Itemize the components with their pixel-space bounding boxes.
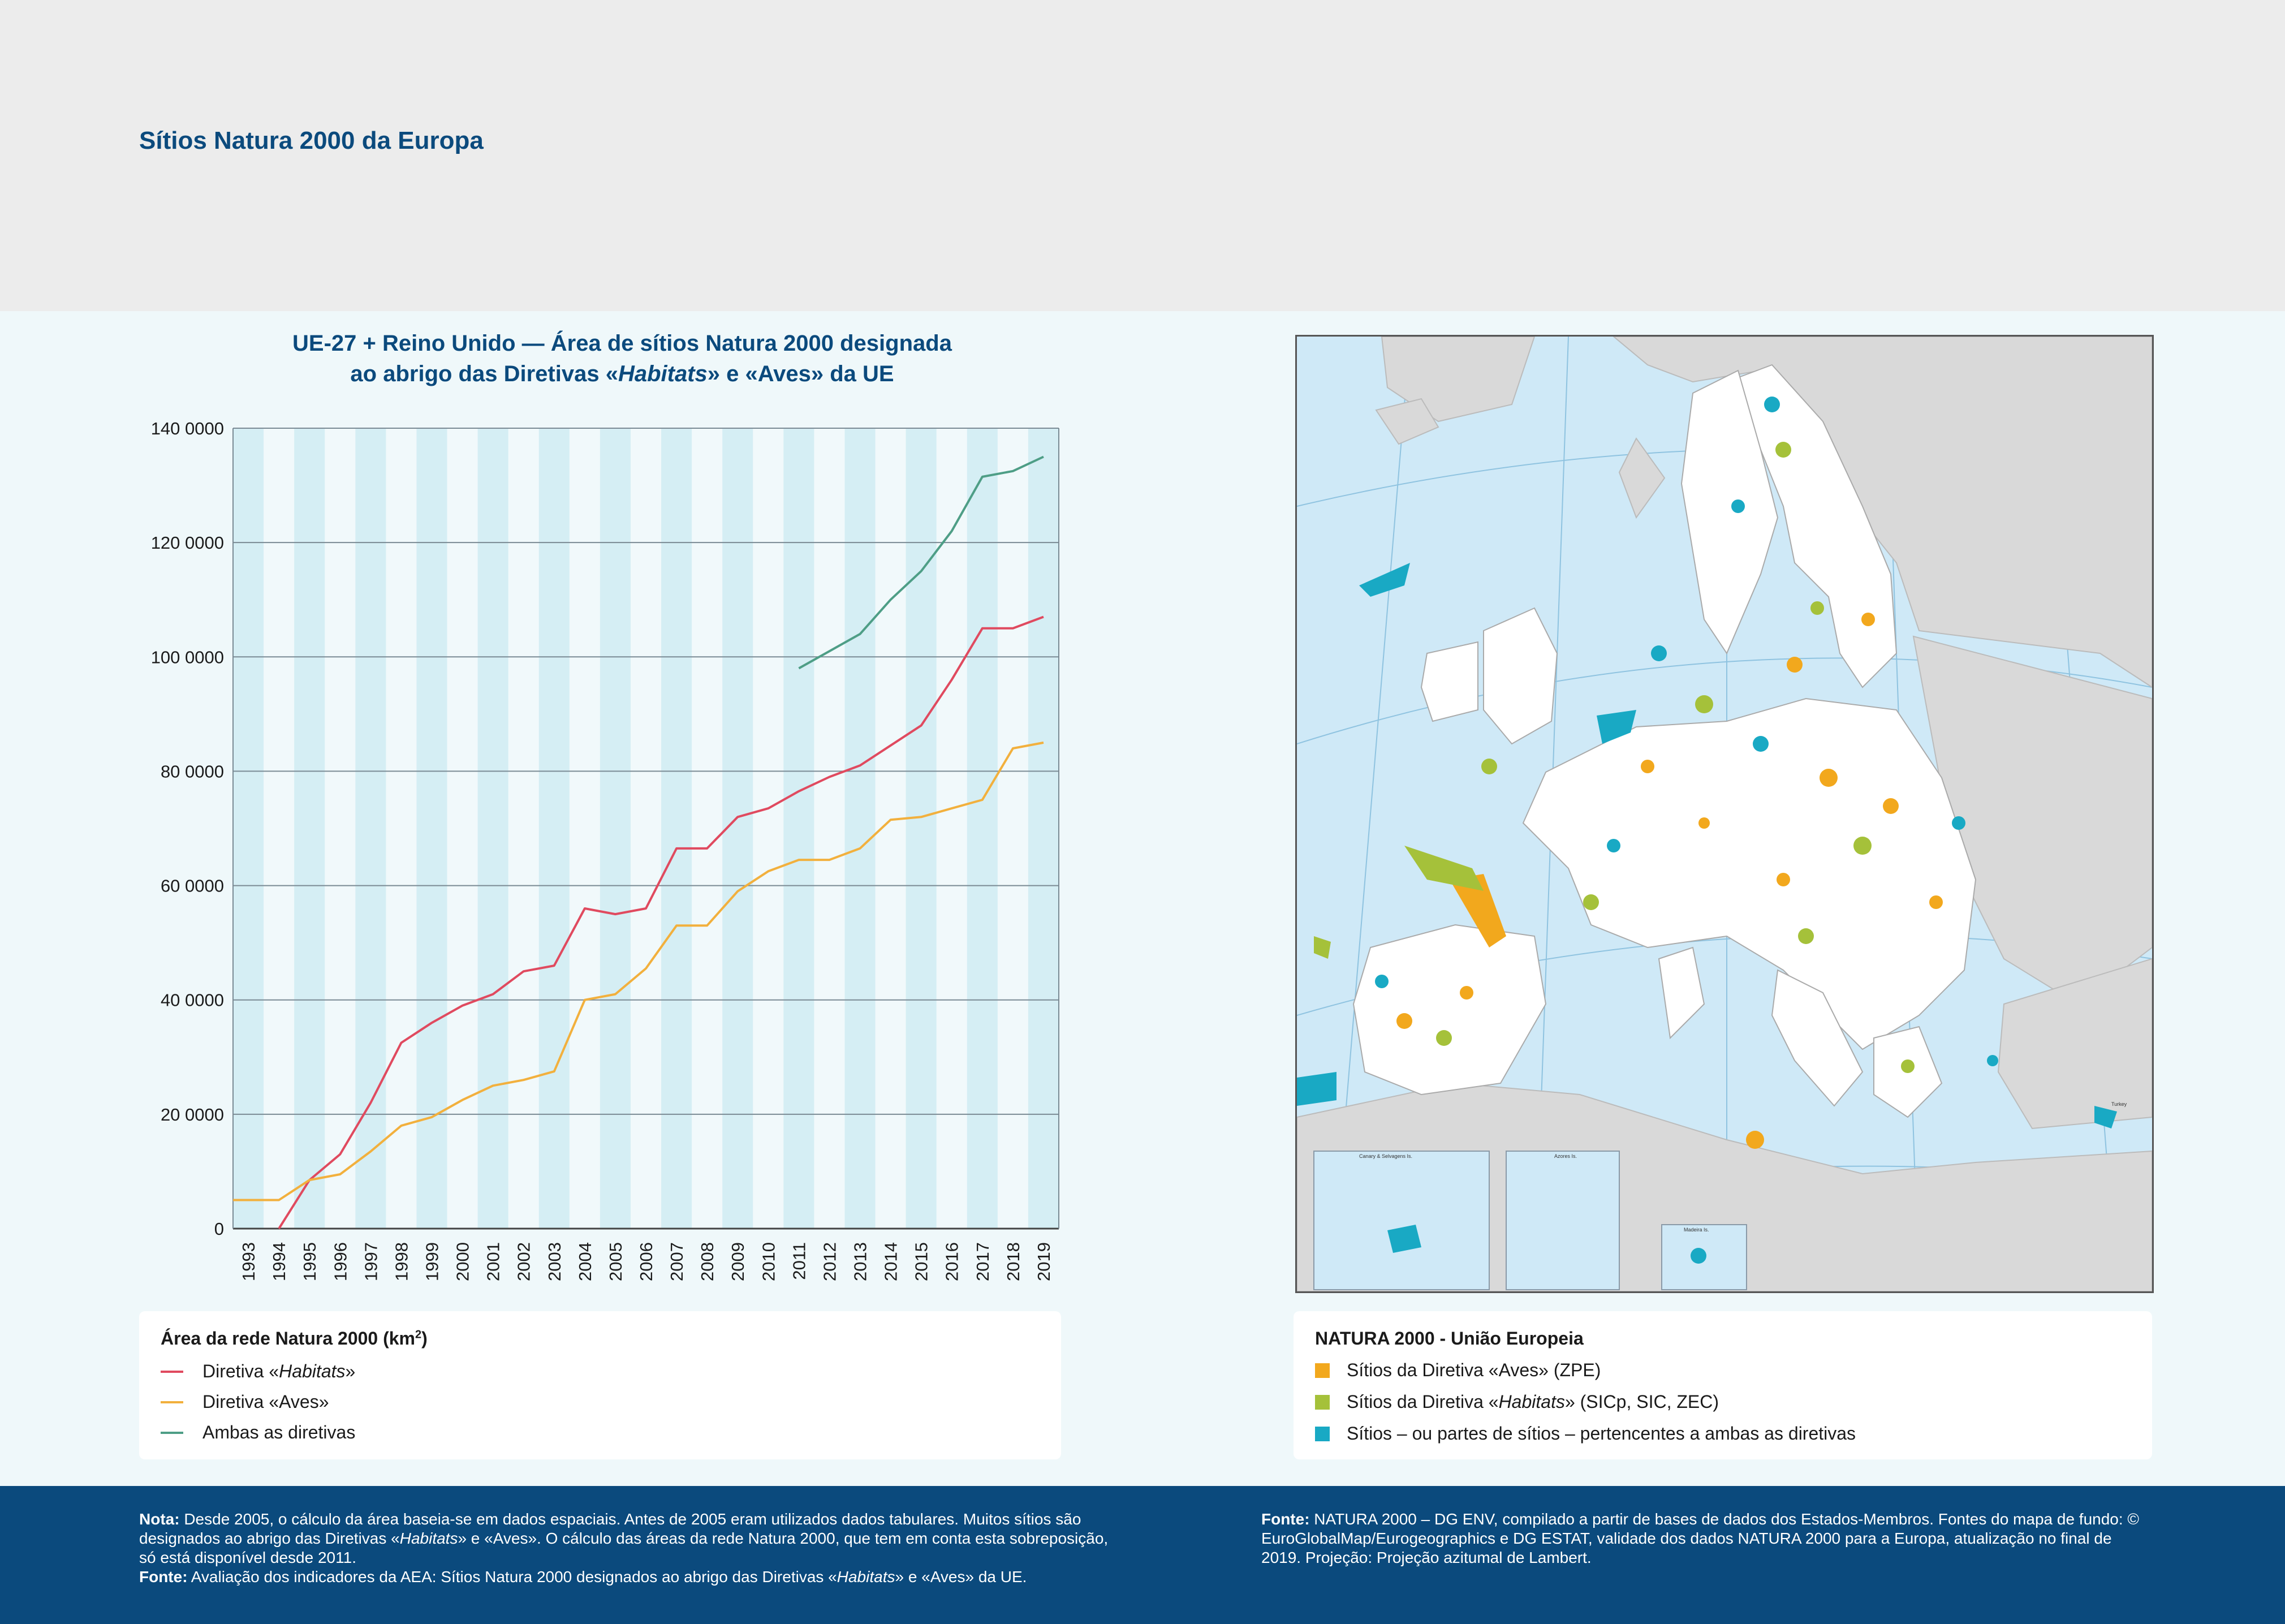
x-tick-label: 2004 <box>575 1242 595 1281</box>
y-tick-label: 120 0000 <box>151 533 224 553</box>
x-tick-label: 2007 <box>667 1242 687 1281</box>
series-line-1 <box>233 741 1044 1201</box>
series-line-2 <box>798 455 1044 670</box>
x-tick-label: 1998 <box>391 1242 411 1281</box>
x-tick-label: 1996 <box>330 1242 350 1281</box>
chart-column-bands <box>233 428 1059 1229</box>
x-tick-label: 1993 <box>239 1242 258 1281</box>
x-tick-label: 1994 <box>269 1242 289 1281</box>
column-band <box>538 428 570 1229</box>
x-tick-label: 2019 <box>1034 1242 1054 1281</box>
x-tick-label: 1999 <box>422 1242 442 1281</box>
x-axis-tick-labels: 1993 1994 1995 1996 1997 1998 1999 2000 2001 2002… <box>239 1242 1054 1281</box>
page-title: Sítios Natura 2000 da Europa <box>139 127 484 154</box>
natura-sites-birds <box>1396 613 1943 1149</box>
x-tick-label: 2002 <box>514 1242 534 1281</box>
x-tick-label: 1997 <box>361 1242 381 1281</box>
map-insets <box>1313 1151 1747 1290</box>
y-tick-label: 60 0000 <box>161 876 224 896</box>
column-band <box>600 428 631 1229</box>
map-legend-item-both: Sítios – ou partes de sítios – pertencen… <box>1315 1423 1856 1444</box>
series-line-0 <box>278 615 1044 1230</box>
x-tick-label: 2015 <box>912 1242 932 1281</box>
column-band <box>967 428 998 1229</box>
map-legend-swatch-habitats <box>1315 1394 1330 1410</box>
column-band <box>477 428 508 1229</box>
chart-legend-heading: Área da rede Natura 2000 (km2) <box>161 1328 428 1349</box>
chart-title-line1: UE-27 + Reino Unido — Área de sítios Nat… <box>292 331 952 356</box>
chart-legend: Área da rede Natura 2000 (km2) Diretiva … <box>139 1311 1061 1459</box>
eu-land <box>1352 364 1977 1118</box>
x-tick-label: 2000 <box>453 1242 473 1281</box>
map-legend-item-zpe: Sítios da Diretiva «Aves» (ZPE) <box>1315 1360 1601 1381</box>
natura-sites-both <box>1297 397 2117 1128</box>
legend-item-both: Ambas as diretivas <box>161 1422 355 1443</box>
natura-2000-map: Canary & Selvagens Is. Azores Is. Madeir… <box>1295 335 2154 1293</box>
chart-gridlines <box>232 428 1059 1230</box>
x-tick-label: 1995 <box>300 1242 320 1281</box>
x-tick-label: 2018 <box>1003 1242 1023 1281</box>
legend-item-habitats: Diretiva «Habitats» <box>161 1361 355 1382</box>
legend-item-aves: Diretiva «Aves» <box>161 1392 329 1412</box>
y-tick-label: 80 0000 <box>161 761 224 781</box>
x-tick-label: 2005 <box>606 1242 626 1281</box>
y-tick-label: 20 0000 <box>161 1105 224 1125</box>
inset-label-madeira: Madeira Is. <box>1684 1227 1709 1233</box>
y-tick-label: 100 0000 <box>151 647 224 667</box>
chart-title: UE-27 + Reino Unido — Área de sítios Nat… <box>170 328 1075 389</box>
chart-title-line2: ao abrigo das Diretivas «Habitats» e «Av… <box>350 361 894 386</box>
y-tick-label: 0 <box>214 1219 224 1239</box>
column-band <box>416 428 447 1229</box>
x-tick-label: 2016 <box>942 1242 962 1281</box>
legend-swatch-both <box>161 1431 183 1434</box>
x-tick-label: 2003 <box>545 1242 564 1281</box>
column-band <box>661 428 692 1229</box>
column-band <box>355 428 386 1229</box>
natura-sites-habitats <box>1314 442 1915 1073</box>
x-tick-label: 2001 <box>484 1242 503 1281</box>
line-chart: 0 20 0000 40 0000 60 0000 80 0000 100 0000 120… <box>151 419 1059 1281</box>
x-tick-label: 2014 <box>881 1242 901 1281</box>
legend-swatch-aves <box>161 1401 183 1403</box>
x-tick-label: 2017 <box>973 1242 993 1281</box>
inset-label-canary: Canary & Selvagens Is. <box>1359 1153 1412 1159</box>
column-band <box>1028 428 1059 1229</box>
map-legend-item-habitats: Sítios da Diretiva «Habitats» (SICp, SIC… <box>1315 1392 1719 1412</box>
column-band <box>294 428 325 1229</box>
map-inset-labels: Canary & Selvagens Is. Azores Is. Madeir… <box>1359 1101 2127 1233</box>
x-tick-label: 2009 <box>728 1242 748 1281</box>
country-label-turkey: Turkey <box>2111 1101 2127 1107</box>
column-band <box>906 428 937 1229</box>
legend-swatch-habitats <box>161 1370 183 1373</box>
x-tick-label: 2013 <box>851 1242 870 1281</box>
x-tick-label: 2006 <box>636 1242 656 1281</box>
header-band <box>0 0 2285 311</box>
inset-label-azores: Azores Is. <box>1554 1153 1577 1159</box>
footer-note: Nota: Desde 2005, o cálculo da área base… <box>139 1510 1109 1586</box>
footer-source: Fonte: NATURA 2000 – DG ENV, compilado a… <box>1261 1510 2140 1566</box>
y-tick-label: 40 0000 <box>161 990 224 1010</box>
column-band <box>783 428 814 1229</box>
footer: Nota: Desde 2005, o cálculo da área base… <box>0 1486 2285 1624</box>
x-tick-label: 2012 <box>820 1242 839 1281</box>
map-legend-heading: NATURA 2000 - União Europeia <box>1315 1328 1584 1349</box>
map-inset-contents <box>1387 1225 1706 1264</box>
x-tick-label: 2010 <box>758 1242 778 1281</box>
x-tick-label: 2011 <box>789 1242 809 1280</box>
y-axis-tick-labels: 0 20 0000 40 0000 60 0000 80 0000 100 0000 120… <box>151 419 224 1239</box>
column-band <box>233 428 264 1229</box>
column-band <box>844 428 876 1229</box>
map-legend-swatch-zpe <box>1315 1363 1330 1378</box>
map-legend-swatch-both <box>1315 1426 1330 1441</box>
map-legend: NATURA 2000 - União Europeia Sítios da D… <box>1294 1311 2152 1459</box>
x-tick-label: 2008 <box>697 1242 717 1281</box>
y-tick-label: 140 0000 <box>151 419 224 438</box>
chart-series <box>233 455 1044 1230</box>
